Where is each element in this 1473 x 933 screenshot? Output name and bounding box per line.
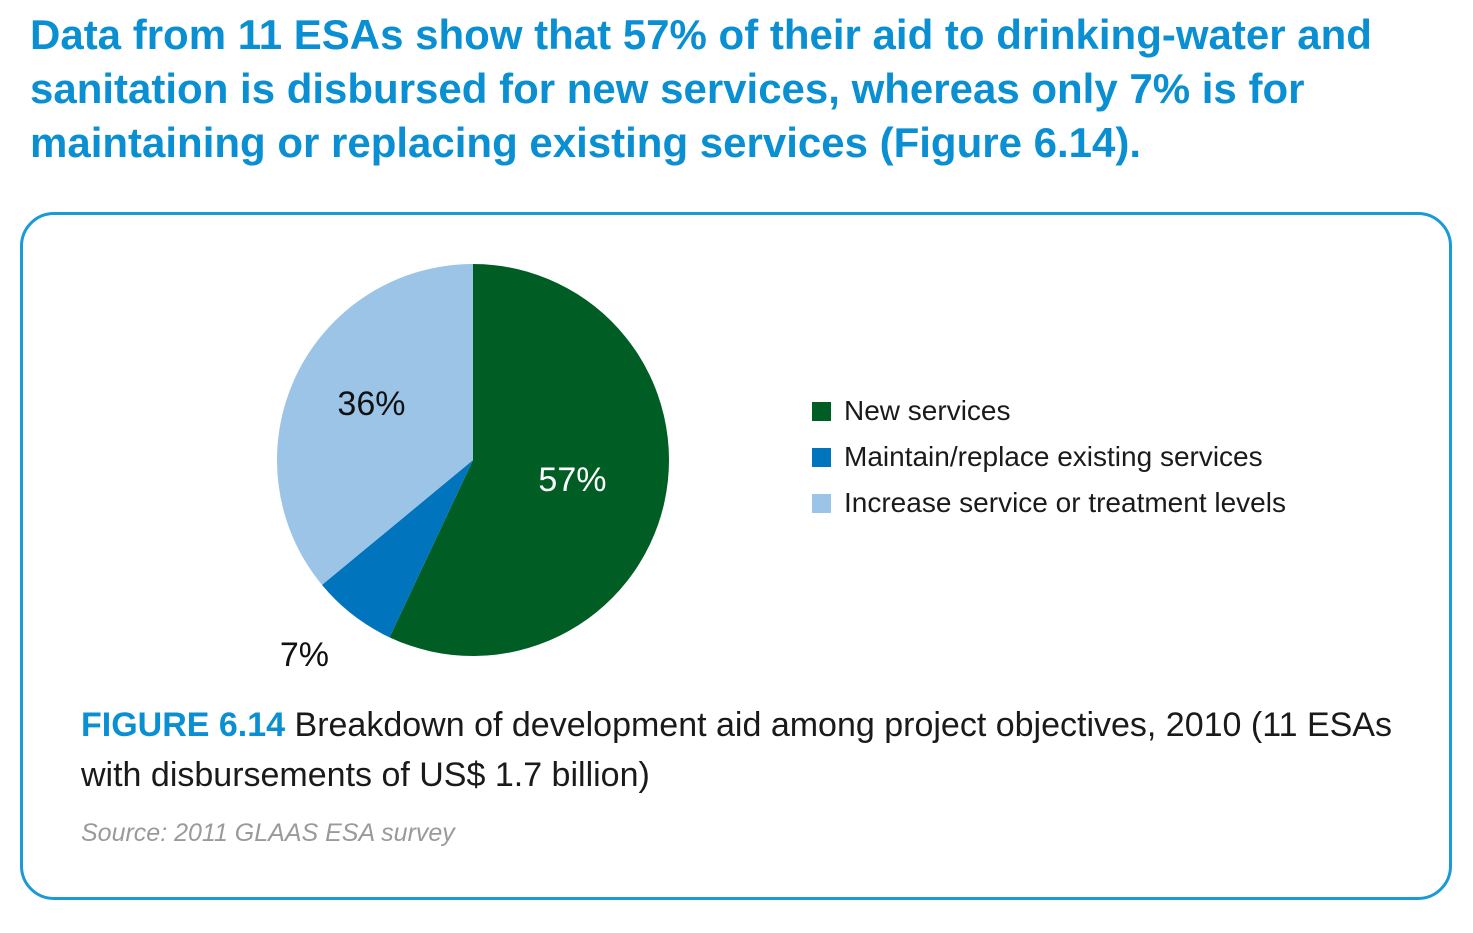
legend-label-increase-levels: Increase service or treatment levels <box>844 487 1286 518</box>
pie-slice-increase-levels <box>276 264 473 585</box>
legend-item-increase-levels: Increase service or treatment levels <box>812 480 1286 526</box>
chart-legend: New services Maintain/replace existing s… <box>812 388 1286 526</box>
legend-swatch-increase-levels <box>812 493 831 513</box>
figure-caption-text: Breakdown of development aid among proje… <box>81 706 1392 794</box>
figure-number: FIGURE 6.14 <box>81 706 286 744</box>
pie-slices <box>276 264 669 656</box>
headline: Data from 11 ESAs show that 57% of their… <box>30 11 1372 166</box>
pie-slice-new-services <box>389 264 669 656</box>
legend-label-maintain-replace: Maintain/replace existing services <box>844 441 1263 472</box>
legend-item-maintain-replace: Maintain/replace existing services <box>812 434 1286 480</box>
source-note: Source: 2011 GLAAS ESA survey <box>81 819 455 847</box>
legend-swatch-new-services <box>812 401 831 421</box>
figure-caption: FIGURE 6.14 Breakdown of development aid… <box>81 700 1401 800</box>
legend-item-new-services: New services <box>812 388 1286 434</box>
figure-frame <box>20 212 1452 900</box>
legend-swatch-maintain-replace <box>812 447 831 467</box>
pie-label-new-services: 57% <box>538 461 606 499</box>
pie-slice-labels: 57% 7% 36% <box>280 385 607 674</box>
pie-label-maintain-replace: 7% <box>280 636 329 674</box>
pie-slice-maintain-replace <box>321 460 473 638</box>
pie-label-increase-levels: 36% <box>337 385 405 423</box>
legend-label-new-services: New services <box>844 395 1011 426</box>
